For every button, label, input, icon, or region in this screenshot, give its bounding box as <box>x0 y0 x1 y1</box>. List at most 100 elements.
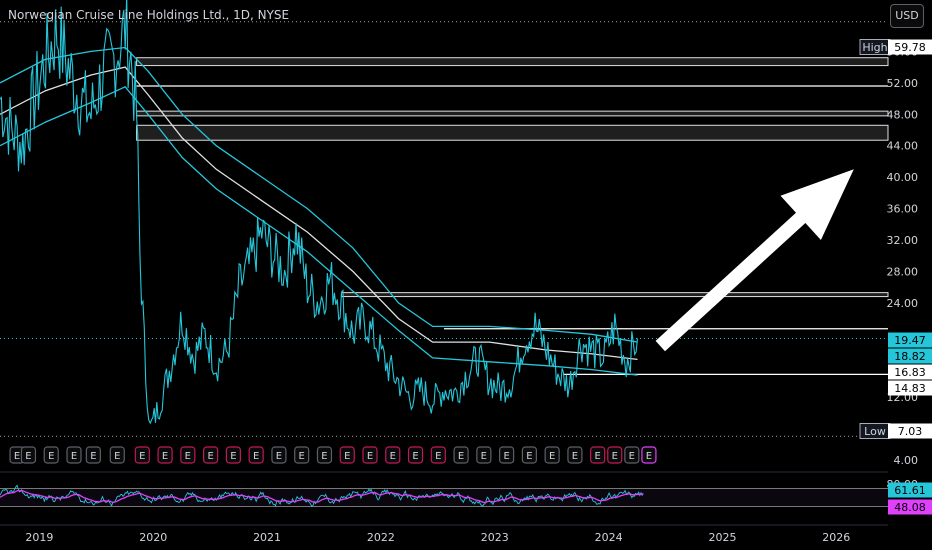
price-tag-value: 18.82 <box>894 350 926 363</box>
y-tick-label: 36.00 <box>887 203 919 216</box>
earnings-marker[interactable]: E <box>43 446 59 464</box>
earnings-marker-box <box>271 446 287 464</box>
upper-band-line <box>0 46 638 343</box>
earnings-marker-box <box>590 446 606 464</box>
x-tick-label: 2023 <box>481 531 509 544</box>
earnings-marker[interactable]: E <box>521 446 537 464</box>
earnings-marker-box <box>20 446 37 464</box>
earnings-marker[interactable]: E <box>203 446 219 464</box>
earnings-marker[interactable]: E <box>20 446 37 464</box>
earnings-marker-box <box>294 446 310 464</box>
earnings-marker[interactable]: E <box>641 446 657 464</box>
earnings-marker-label: E <box>185 451 191 462</box>
earnings-marker[interactable]: E <box>590 446 606 464</box>
oscillator-tag-box <box>888 482 932 498</box>
earnings-marker[interactable]: E <box>362 446 378 464</box>
earnings-marker-label: E <box>276 451 282 462</box>
oscillator-tag: 61.61 <box>888 482 932 498</box>
earnings-marker-box <box>544 446 560 464</box>
earnings-marker[interactable]: E <box>316 446 333 464</box>
earnings-marker-label: E <box>230 451 236 462</box>
earnings-marker-box <box>521 446 537 464</box>
earnings-marker-label: E <box>503 451 509 462</box>
earnings-marker[interactable]: E <box>476 446 492 464</box>
price-tag: 18.82 <box>888 348 932 364</box>
earnings-marker-label: E <box>526 451 532 462</box>
earnings-marker-box <box>430 446 446 464</box>
chart-title: Norwegian Cruise Line Holdings Ltd., 1D,… <box>8 8 290 22</box>
oscillator-panel <box>0 471 888 508</box>
price-series <box>0 0 639 425</box>
earnings-marker[interactable]: E <box>499 446 515 464</box>
earnings-marker-label: E <box>367 451 373 462</box>
earnings-marker-box <box>624 446 640 464</box>
x-tick-label: 2020 <box>139 531 167 544</box>
earnings-marker-label: E <box>595 451 601 462</box>
y-tick-label: 28.00 <box>887 265 919 278</box>
low-tag-prefix: Low <box>864 425 886 438</box>
earnings-marker-label: E <box>139 451 145 462</box>
high-tag-prefix: High <box>862 41 887 54</box>
price-tag: 19.47 <box>888 332 932 348</box>
earnings-marker-box <box>85 446 101 464</box>
earnings-marker-box <box>407 446 424 464</box>
lower-band-line <box>0 86 638 376</box>
earnings-marker-box <box>641 446 657 464</box>
earnings-marker[interactable]: E <box>430 446 446 464</box>
earnings-marker-label: E <box>321 451 327 462</box>
earnings-marker-label: E <box>549 451 555 462</box>
horizontal-levels <box>0 21 889 437</box>
axes: 2019202020212022202320242025202656.0052.… <box>0 39 932 544</box>
earnings-marker-label: E <box>14 451 20 462</box>
earnings-marker[interactable]: E <box>453 446 469 464</box>
earnings-marker[interactable]: E <box>180 446 196 464</box>
high-tag: High 59.78 <box>859 39 932 55</box>
level-band <box>136 57 889 67</box>
earnings-marker[interactable]: E <box>157 446 173 464</box>
price-tag: 14.83 <box>888 380 932 396</box>
earnings-marker-box <box>607 446 623 464</box>
earnings-marker-label: E <box>114 451 120 462</box>
earnings-marker-box <box>567 446 583 464</box>
earnings-marker[interactable]: E <box>544 446 560 464</box>
earnings-marker-label: E <box>344 451 350 462</box>
level-band <box>136 124 889 141</box>
y-tick-label: 24.00 <box>887 297 919 310</box>
price-tag: 16.83 <box>888 364 932 380</box>
low-tag-box <box>888 423 932 439</box>
earnings-marker-label: E <box>435 451 441 462</box>
price-tag-box <box>888 348 932 364</box>
earnings-marker-box <box>109 446 125 464</box>
earnings-marker-box <box>134 446 150 464</box>
earnings-marker[interactable]: E <box>271 446 287 464</box>
earnings-marker[interactable]: E <box>109 446 125 464</box>
currency-button[interactable]: USD <box>890 4 924 28</box>
y-tick-label: 32.00 <box>887 234 919 247</box>
earnings-marker-label: E <box>458 451 464 462</box>
price-tag-box <box>888 364 932 380</box>
earnings-marker-box <box>248 446 264 464</box>
earnings-marker[interactable]: E <box>225 446 241 464</box>
earnings-marker[interactable]: E <box>294 446 310 464</box>
earnings-marker-label: E <box>572 451 578 462</box>
earnings-marker[interactable]: E <box>66 446 82 464</box>
earnings-marker-label: E <box>162 451 168 462</box>
earnings-marker[interactable]: E <box>607 446 623 464</box>
earnings-marker[interactable]: E <box>85 446 101 464</box>
earnings-marker[interactable]: E <box>134 446 150 464</box>
earnings-marker[interactable]: E <box>407 446 424 464</box>
oscillator-band <box>0 488 888 507</box>
earnings-marker[interactable]: E <box>624 446 640 464</box>
earnings-marker[interactable]: E <box>385 446 401 464</box>
earnings-marker-label: E <box>629 451 635 462</box>
earnings-marker-label: E <box>299 451 305 462</box>
earnings-marker[interactable]: E <box>248 446 264 464</box>
y-tick-label: 4.00 <box>894 454 919 467</box>
oscillator-tag: 48.08 <box>888 499 932 515</box>
oscillator-tag-value: 61.61 <box>894 484 926 497</box>
earnings-marker[interactable]: E <box>567 446 583 464</box>
earnings-marker[interactable]: E <box>339 446 355 464</box>
low-tag-value: 7.03 <box>898 425 923 438</box>
